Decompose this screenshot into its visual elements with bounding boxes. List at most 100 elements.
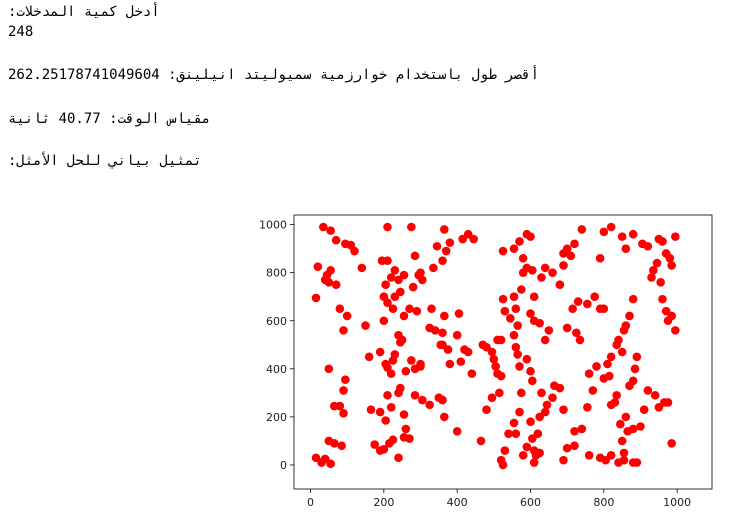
data-point [330,401,339,411]
data-point [671,326,680,335]
data-point [517,388,526,398]
data-point [643,241,653,251]
data-point [379,292,389,302]
data-point [575,335,585,345]
data-point [313,262,323,271]
input-prompt-line: أدخل كمية المدخلات: [8,4,160,20]
data-point [649,265,658,275]
data-point [630,364,640,374]
data-point [621,244,631,253]
data-point [445,359,455,369]
data-point [342,311,352,321]
y-tick-label: 400 [266,363,287,376]
data-point [671,232,680,241]
data-point [429,263,438,273]
data-point [495,388,504,398]
data-point [458,234,467,244]
data-point [606,451,616,460]
data-point [509,292,519,302]
data-point [610,398,620,407]
data-point [509,244,519,253]
data-point [572,328,581,338]
data-point [390,350,400,359]
data-point [441,246,451,256]
data-point [452,330,462,340]
data-point [515,237,524,246]
data-point [399,311,409,321]
data-point [399,410,409,419]
data-point [577,225,587,234]
data-point [397,335,407,345]
data-point [584,369,594,378]
data-point [396,287,405,297]
data-point [559,455,568,465]
data-point [577,424,587,434]
data-point [559,405,568,414]
data-point [339,386,348,395]
data-point [515,407,524,417]
data-point [418,395,427,405]
y-tick-label: 200 [266,411,287,424]
data-point [518,451,528,460]
data-point [526,366,535,376]
data-point [667,311,676,321]
data-point [386,273,396,282]
data-point [364,352,374,362]
data-point [412,306,422,316]
data-point [416,362,425,371]
data-point [584,451,594,460]
data-point [506,314,515,323]
data-point [529,458,539,467]
x-tick-label: 400 [447,496,468,509]
data-point [526,232,535,241]
data-point [555,383,565,393]
data-point [370,440,379,449]
data-point [650,390,660,400]
data-point [599,304,609,314]
data-point [496,335,506,345]
data-point [540,263,550,273]
data-point [394,388,403,398]
data-point [562,323,572,333]
data-point [452,427,462,436]
data-point [647,273,656,282]
data-point [438,395,447,405]
data-point [621,412,631,422]
data-point [632,458,642,467]
data-point [407,222,416,232]
data-point [570,239,579,249]
data-point [559,261,568,270]
data-point [528,265,537,275]
data-point [405,304,414,314]
data-point [513,321,522,330]
data-point [531,451,541,460]
plot-caption-line: تمثيل بياني للحل الأمثل: [8,153,202,169]
data-point [528,434,537,443]
data-point [504,429,513,439]
data-point [496,371,506,381]
data-point [583,402,592,412]
data-point [522,354,532,364]
data-point [568,304,577,314]
data-point [375,347,385,357]
data-point [599,227,609,237]
data-point [583,299,592,309]
data-point [595,253,605,263]
data-point [489,354,499,364]
shortest-length-line: أقصر طول باستخدام خوارزمية سميوليتد انيل… [8,67,540,83]
data-point [476,436,486,446]
data-point [383,390,392,400]
data-point [331,235,341,245]
data-point [511,429,521,439]
data-point [542,400,552,410]
data-point [573,297,583,306]
data-point [337,441,346,451]
data-point [617,436,627,446]
data-point [440,311,449,321]
data-point [410,251,420,261]
data-point [566,251,576,261]
data-point [526,417,535,427]
data-point [386,369,396,378]
plot-frame [293,214,713,490]
data-point [427,304,436,314]
